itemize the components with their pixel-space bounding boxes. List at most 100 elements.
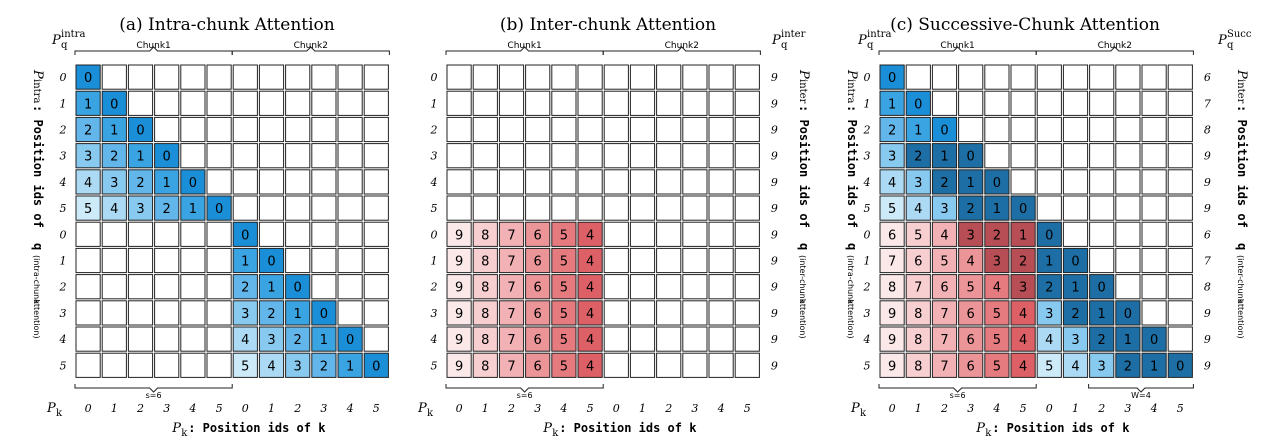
col-id-label: 3 [320,402,327,415]
matrix-cell [525,143,551,169]
matrix-cell [1036,274,1062,300]
cell-value: 8 [481,228,489,243]
matrix-cell [656,274,682,300]
matrix-cell [180,116,206,143]
matrix-cell [984,352,1010,378]
row-id-label: 0 [431,71,438,84]
cell-value: 7 [507,333,515,348]
cell-value: 3 [1098,359,1106,374]
cell-value: 5 [560,255,568,270]
matrix-cell [577,274,603,300]
cell-value: 9 [455,307,463,322]
matrix-cell [629,300,656,326]
matrix-cell [363,247,389,274]
col-id-label: 2 [293,402,301,415]
matrix-cell [337,169,363,195]
matrix-cell [577,116,603,143]
matrix-cell [879,64,905,90]
matrix-cell [127,143,154,169]
matrix-cell [984,169,1010,195]
cell-value: 3 [888,150,896,165]
matrix-cell [603,352,629,378]
cell-value: 0 [1045,228,1053,243]
matrix-cell [446,116,472,143]
col-id-label: 1 [915,402,922,415]
matrix-cell [1036,221,1062,247]
matrix-cell [708,116,734,143]
matrix-cell [75,64,101,90]
cell-value: 8 [888,281,896,296]
matrix-cell [127,274,154,300]
right-axis-sup: inter [1235,79,1246,104]
matrix-cell [905,90,931,116]
matrix-cell [1115,221,1141,247]
matrix-cell [311,169,337,195]
row-id-label: 1 [431,97,438,110]
matrix-cell [127,326,154,352]
matrix-cell [1010,143,1036,169]
matrix-cell [1141,64,1167,90]
matrix-cell [1141,116,1167,143]
matrix-cell [525,90,551,116]
row-id-label: 4 [430,176,438,189]
matrix-cell [127,116,154,143]
matrix-cell [1141,90,1167,116]
matrix-cell [206,300,232,326]
cell-value: 1 [1045,255,1053,270]
matrix-cell [879,352,905,378]
matrix-cell [1089,143,1115,169]
matrix-cell [472,90,498,116]
cell-value: 6 [534,359,542,374]
col-id-label: 0 [1046,402,1053,415]
matrix-cell [337,64,363,90]
cell-value: 5 [560,228,568,243]
matrix-cell [905,143,931,169]
chunk2-bracket [1035,46,1194,55]
matrix-cell [629,221,656,247]
matrix-cell [446,143,472,169]
matrix-cell [931,64,958,90]
matrix-cell [127,352,154,378]
matrix-cell [958,64,984,90]
matrix-cell [498,169,525,195]
cell-value: 2 [1124,359,1132,374]
matrix-cell [734,352,760,378]
matrix-cell [180,352,206,378]
panel-a-pq-sup: intra [61,29,85,40]
matrix-cell [984,195,1010,221]
matrix-cell [363,326,389,352]
cell-value: 7 [888,255,896,270]
matrix-cell [446,90,472,116]
matrix-cell [577,90,603,116]
matrix-cell [708,90,734,116]
cell-value: 9 [455,255,463,270]
matrix-cell [311,64,337,90]
col-id-label: 5 [744,402,751,415]
matrix-cell [525,195,551,221]
cell-value: 2 [110,150,118,165]
matrix-cell [1036,64,1062,90]
cell-value: 4 [940,228,948,243]
cell-value: 6 [914,255,922,270]
matrix-cell [1089,90,1115,116]
cell-value: 4 [967,255,975,270]
matrix-cell [525,352,551,378]
matrix-cell [879,326,905,352]
matrix-cell [446,169,472,195]
matrix-cell [258,352,285,378]
s-bracket [878,384,1037,393]
cell-value: 6 [888,228,896,243]
matrix-cell [363,90,389,116]
matrix-cell [498,64,525,90]
cell-value: 0 [163,150,171,165]
cell-value: 1 [1071,281,1079,296]
col-id-label: 5 [587,402,594,415]
col-id-label: 4 [188,402,196,415]
right-id-label: 9 [1204,307,1211,320]
row-id-label: 3 [431,150,438,163]
matrix-cell [577,247,603,274]
cell-value: 1 [294,307,302,322]
matrix-cell [363,352,389,378]
matrix-cell [258,116,285,143]
